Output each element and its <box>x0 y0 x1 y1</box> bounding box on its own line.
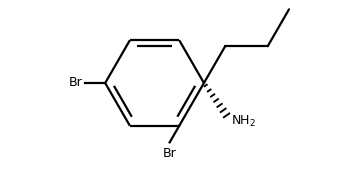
Text: Br: Br <box>69 77 83 89</box>
Text: NH$_2$: NH$_2$ <box>231 114 256 130</box>
Text: Br: Br <box>163 146 177 160</box>
